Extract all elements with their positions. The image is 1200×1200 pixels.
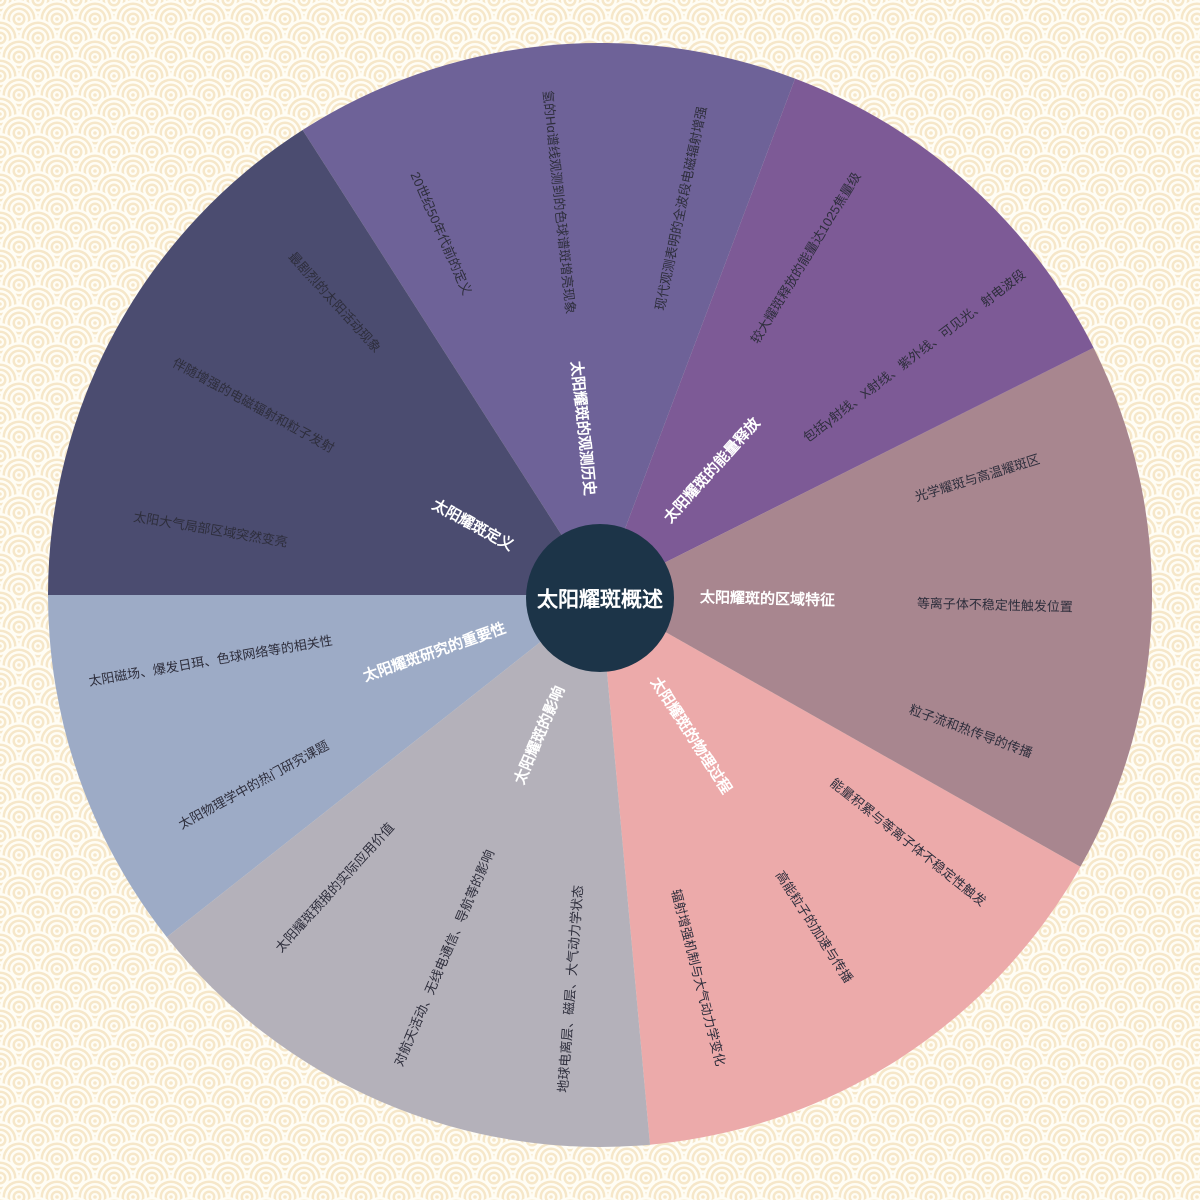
sector-wedge-1[interactable]	[600, 595, 1081, 1145]
sector-wedge-5[interactable]	[48, 130, 600, 595]
sector-wedge-4[interactable]	[302, 42, 796, 595]
sector-item: 等离子体不稳定性触发位置	[917, 596, 1073, 615]
sector-wedge-6[interactable]	[48, 595, 600, 938]
center-title: 太阳耀斑概述	[537, 589, 663, 612]
center-node[interactable]	[526, 524, 674, 672]
sector-wedge-7[interactable]	[166, 595, 651, 1147]
sector-label-2: 太阳耀斑的区域特征	[700, 588, 835, 609]
sector-wedge-3[interactable]	[600, 78, 1094, 596]
sector-wedges-group	[48, 42, 1153, 1147]
sector-wedge-2[interactable]	[600, 347, 1153, 867]
